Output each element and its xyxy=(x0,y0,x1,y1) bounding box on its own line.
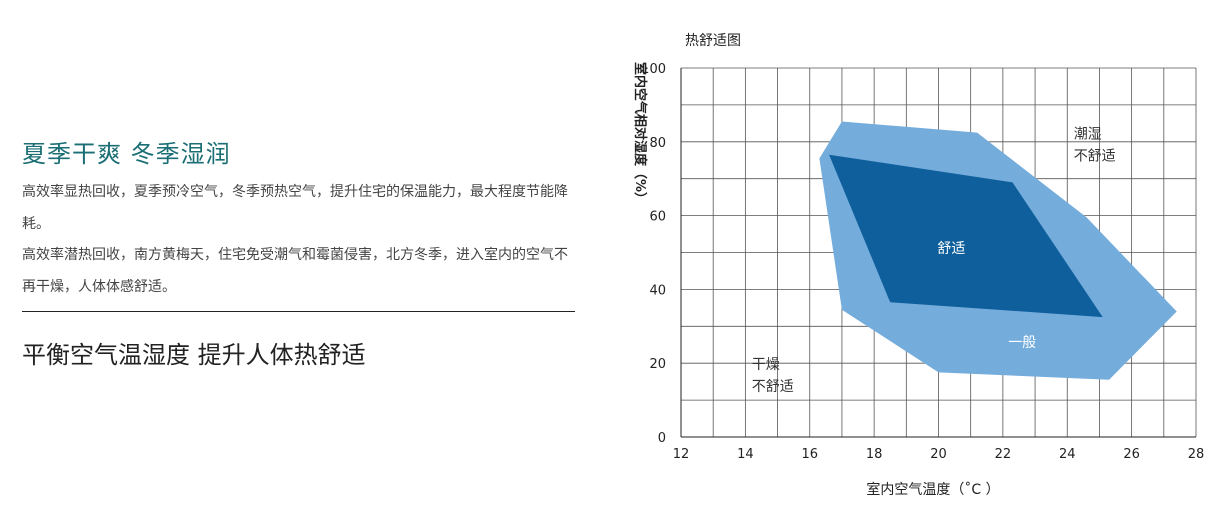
chart-title: 热舒适图 xyxy=(685,33,741,49)
chart-ticks: 12 14 16 18 20 22 24 26 28 0 20 40 60 80 100 xyxy=(641,62,1204,462)
region-comfort xyxy=(829,154,1103,318)
region-label: 舒适 xyxy=(937,241,965,257)
region-label: 一般 xyxy=(1008,335,1036,351)
region-label: 潮湿 xyxy=(1074,126,1102,142)
chart-regions xyxy=(819,121,1177,380)
x-tick-label: 26 xyxy=(1123,447,1140,462)
x-axis-label: 室内空气温度（˚C ） xyxy=(866,481,999,498)
y-tick-label: 80 xyxy=(649,136,666,151)
x-tick-label: 18 xyxy=(866,447,883,462)
headline: 夏季干爽 冬季湿润 xyxy=(22,140,231,168)
description-paragraph: 高效率潜热回收，南方黄梅天，住宅免受潮气和霉菌侵害，北方冬季，进入室内的空气不再… xyxy=(22,247,568,295)
x-tick-label: 16 xyxy=(802,447,819,462)
region-label: 不舒适 xyxy=(1074,149,1116,165)
region-label: 干燥 xyxy=(752,357,780,373)
region-label: 不舒适 xyxy=(752,379,794,395)
y-tick-label: 100 xyxy=(641,62,666,77)
x-tick-label: 28 xyxy=(1188,447,1205,462)
subheadline: 平衡空气温湿度 提升人体热舒适 xyxy=(22,341,366,369)
x-tick-label: 22 xyxy=(995,447,1012,462)
divider xyxy=(22,311,575,312)
x-tick-label: 14 xyxy=(737,447,754,462)
y-tick-label: 0 xyxy=(658,431,666,446)
x-tick-label: 24 xyxy=(1059,447,1076,462)
description: 高效率显热回收，夏季预冷空气，冬季预热空气，提升住宅的保温能力，最大程度节能降耗… xyxy=(22,177,578,303)
y-axis-label: 室内空气相对湿度（%） xyxy=(632,62,648,205)
y-tick-label: 40 xyxy=(649,283,666,298)
x-tick-label: 12 xyxy=(673,447,690,462)
description-paragraph: 高效率显热回收，夏季预冷空气，冬季预热空气，提升住宅的保温能力，最大程度节能降耗… xyxy=(22,184,568,232)
y-tick-label: 20 xyxy=(649,357,666,372)
y-tick-label: 60 xyxy=(649,210,666,225)
x-tick-label: 20 xyxy=(930,447,947,462)
